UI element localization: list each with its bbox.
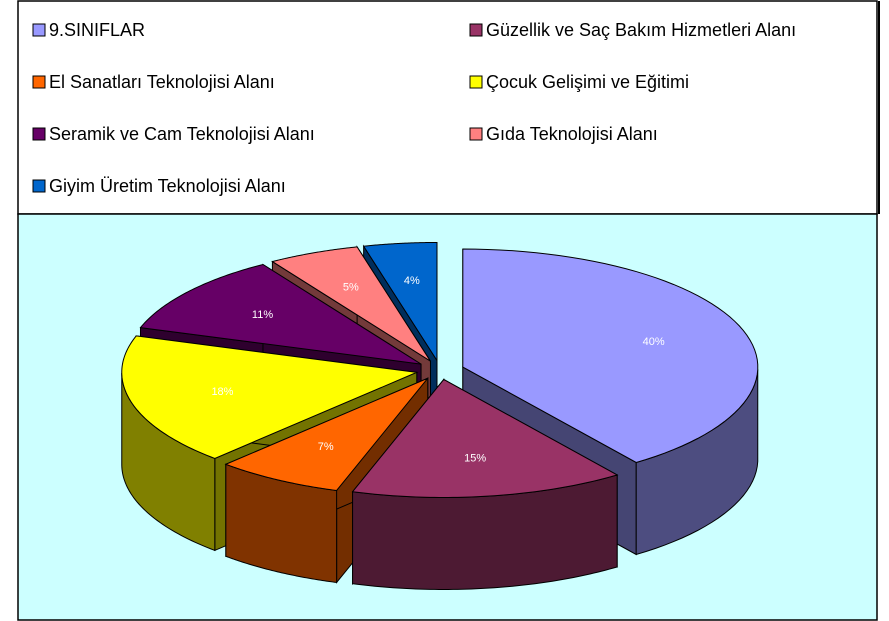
legend-swatch xyxy=(469,127,483,141)
legend-swatch xyxy=(32,23,46,37)
legend-label: Giyim Üretim Teknolojisi Alanı xyxy=(49,176,286,196)
slice-top xyxy=(351,378,619,498)
legend-label: 9.SINIFLAR xyxy=(49,20,145,40)
data-label: 15% xyxy=(464,453,486,465)
legend-label: Çocuk Gelişimi ve Eğitimi xyxy=(486,72,689,92)
legend-swatch xyxy=(32,127,46,141)
data-label: 5% xyxy=(343,281,359,293)
slice-top xyxy=(271,246,431,362)
legend-box xyxy=(17,0,878,215)
data-label: 18% xyxy=(211,386,233,398)
slice-top xyxy=(139,263,422,365)
legend-label: Güzellik ve Saç Bakım Hizmetleri Alanı xyxy=(486,20,796,40)
legend-swatch xyxy=(469,23,483,37)
legend-label: Seramik ve Cam Teknolojisi Alanı xyxy=(49,124,315,144)
slice-top xyxy=(224,377,429,492)
legend-swatch xyxy=(32,179,46,193)
data-label: 7% xyxy=(318,441,334,453)
legend-swatch xyxy=(32,75,46,89)
data-label: 40% xyxy=(643,336,665,348)
legend-label: Gıda Teknolojisi Alanı xyxy=(486,124,658,144)
data-label: 11% xyxy=(252,309,273,321)
legend-label: El Sanatları Teknolojisi Alanı xyxy=(49,72,275,92)
slice-top xyxy=(462,248,759,464)
legend-swatch xyxy=(469,75,483,89)
slice-top xyxy=(362,241,438,363)
slice xyxy=(351,378,619,590)
data-label: 4% xyxy=(404,275,420,287)
slice-top xyxy=(121,335,419,459)
